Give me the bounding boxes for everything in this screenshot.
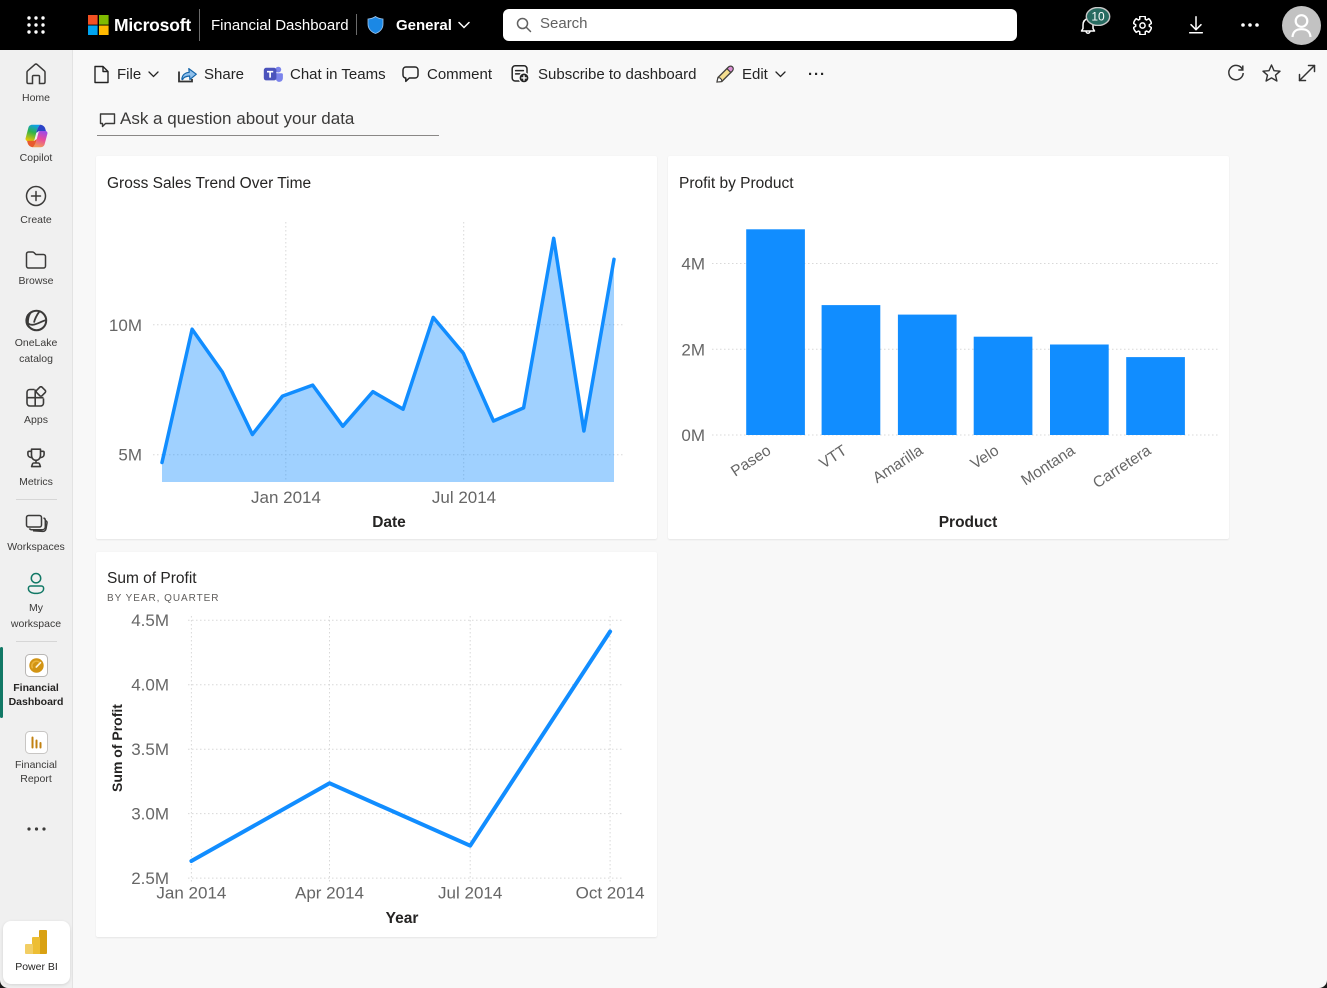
svg-text:Year: Year [386,910,419,927]
svg-text:Carretera: Carretera [1090,442,1154,492]
svg-text:10: 10 [1091,10,1105,24]
svg-text:0M: 0M [681,426,705,445]
svg-text:4M: 4M [681,255,705,274]
svg-text:Amarilla: Amarilla [870,442,927,487]
svg-text:Date: Date [372,514,406,531]
svg-text:Product: Product [939,514,998,531]
svg-text:4.0M: 4.0M [131,676,169,695]
svg-text:Sum of Profit: Sum of Profit [109,704,125,792]
svg-text:2M: 2M [681,340,705,359]
svg-text:3.5M: 3.5M [131,740,169,759]
svg-text:Jan 2014: Jan 2014 [156,884,226,903]
svg-text:Velo: Velo [968,442,1003,473]
svg-text:Paseo: Paseo [728,442,774,480]
svg-text:5M: 5M [118,446,142,465]
svg-text:10M: 10M [109,316,142,335]
svg-text:Montana: Montana [1018,442,1078,489]
svg-text:Jul 2014: Jul 2014 [438,884,502,903]
svg-text:Jul 2014: Jul 2014 [432,488,496,507]
svg-text:VTT: VTT [816,442,850,472]
svg-text:4.5M: 4.5M [131,611,169,630]
svg-text:3.0M: 3.0M [131,805,169,824]
svg-text:Oct 2014: Oct 2014 [576,884,645,903]
svg-text:Apr 2014: Apr 2014 [295,884,364,903]
svg-text:Jan 2014: Jan 2014 [251,488,321,507]
svg-text:2.5M: 2.5M [131,869,169,888]
